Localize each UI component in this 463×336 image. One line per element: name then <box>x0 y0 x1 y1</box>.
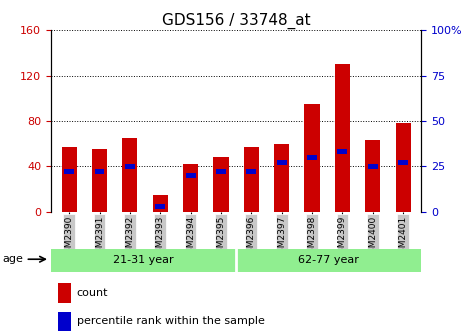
Bar <box>368 164 378 169</box>
Text: count: count <box>77 288 108 298</box>
Bar <box>125 164 135 169</box>
Bar <box>274 144 289 212</box>
Bar <box>338 149 347 154</box>
Text: GSM2398: GSM2398 <box>307 215 317 259</box>
Bar <box>58 312 71 331</box>
Text: GSM2391: GSM2391 <box>95 215 104 259</box>
Bar <box>62 147 77 212</box>
Bar <box>183 164 198 212</box>
Text: 21-31 year: 21-31 year <box>113 255 174 265</box>
Bar <box>395 123 411 212</box>
Text: GSM2396: GSM2396 <box>247 215 256 259</box>
Bar <box>92 149 107 212</box>
Text: GSM2395: GSM2395 <box>216 215 225 259</box>
Text: GSM2399: GSM2399 <box>338 215 347 259</box>
Text: GSM2401: GSM2401 <box>399 215 407 259</box>
Bar <box>153 195 168 212</box>
Text: GSM2397: GSM2397 <box>277 215 286 259</box>
Text: GSM2393: GSM2393 <box>156 215 165 259</box>
Title: GDS156 / 33748_at: GDS156 / 33748_at <box>162 13 311 29</box>
Bar <box>213 157 229 212</box>
Bar <box>244 147 259 212</box>
Bar <box>277 160 287 165</box>
Text: 62-77 year: 62-77 year <box>298 255 359 265</box>
Bar <box>122 138 138 212</box>
Text: percentile rank within the sample: percentile rank within the sample <box>77 317 265 327</box>
Text: age: age <box>3 254 24 264</box>
Bar <box>155 204 165 209</box>
Text: GSM2392: GSM2392 <box>125 215 134 259</box>
Bar <box>64 169 74 174</box>
Bar <box>51 249 236 272</box>
Bar <box>58 283 71 303</box>
Bar <box>236 249 421 272</box>
Text: GSM2390: GSM2390 <box>65 215 74 259</box>
Bar <box>186 173 195 178</box>
Text: GSM2400: GSM2400 <box>368 215 377 259</box>
Bar <box>94 169 105 174</box>
Text: GSM2394: GSM2394 <box>186 215 195 259</box>
Bar <box>365 140 380 212</box>
Bar <box>307 155 317 160</box>
Bar <box>398 160 408 165</box>
Bar <box>305 104 319 212</box>
Bar <box>216 169 226 174</box>
Bar <box>246 169 256 174</box>
Bar <box>335 64 350 212</box>
